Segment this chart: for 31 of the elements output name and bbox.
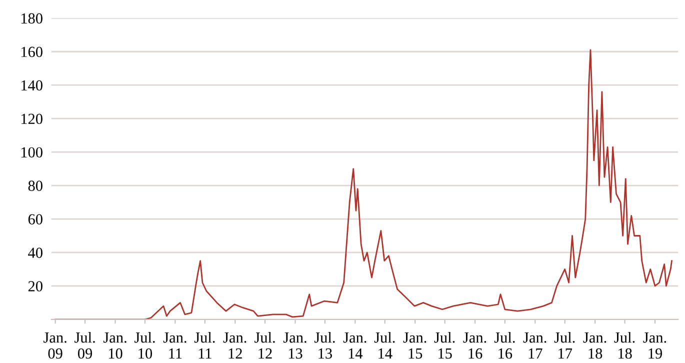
x-tick-label: Jul. 11	[194, 332, 215, 359]
x-tick-label: Jan. 18	[583, 332, 606, 359]
x-tick-label: Jul. 09	[74, 332, 95, 359]
x-tick-label: Jan. 11	[163, 332, 186, 359]
y-tick-label: 100	[21, 147, 42, 158]
y-tick-label: 160	[21, 46, 42, 58]
x-tick-label: Jan. 13	[283, 332, 306, 359]
x-tick-label: Jan. 17	[523, 332, 546, 359]
x-tick-label: Jul. 14	[374, 332, 395, 359]
x-tick-label: Jul. 18	[614, 332, 635, 359]
x-tick-label: Jan. 16	[463, 332, 486, 359]
x-tick-label: Jan. 10	[103, 332, 126, 359]
x-tick-label: Jan. 15	[403, 332, 426, 359]
x-tick-label: Jul. 16	[494, 332, 515, 359]
y-tick-label: 120	[21, 114, 42, 124]
y-tick-label: 40	[28, 248, 42, 258]
line-series	[54, 49, 672, 320]
y-tick-label: 80	[28, 180, 42, 191]
x-tick-label: Jan. 12	[223, 332, 246, 359]
x-tick-label: Jul. 10	[134, 332, 155, 359]
x-tick-label: Jul. 15	[434, 332, 455, 359]
x-tick-label: Jan. 14	[343, 332, 366, 359]
y-tick-label: 20	[28, 281, 42, 292]
x-tick-label: Jul. 13	[314, 332, 335, 359]
x-tick-label: Jan. 19	[643, 332, 666, 359]
y-tick-label: 140	[21, 80, 42, 91]
x-tick-label: Jan. 09	[44, 332, 66, 359]
x-tick-label: Jul. 17	[554, 332, 575, 359]
x-tick-label: Jul. 12	[254, 332, 275, 359]
y-tick-label: 60	[28, 214, 42, 224]
y-tick-label: 180	[21, 13, 42, 24]
